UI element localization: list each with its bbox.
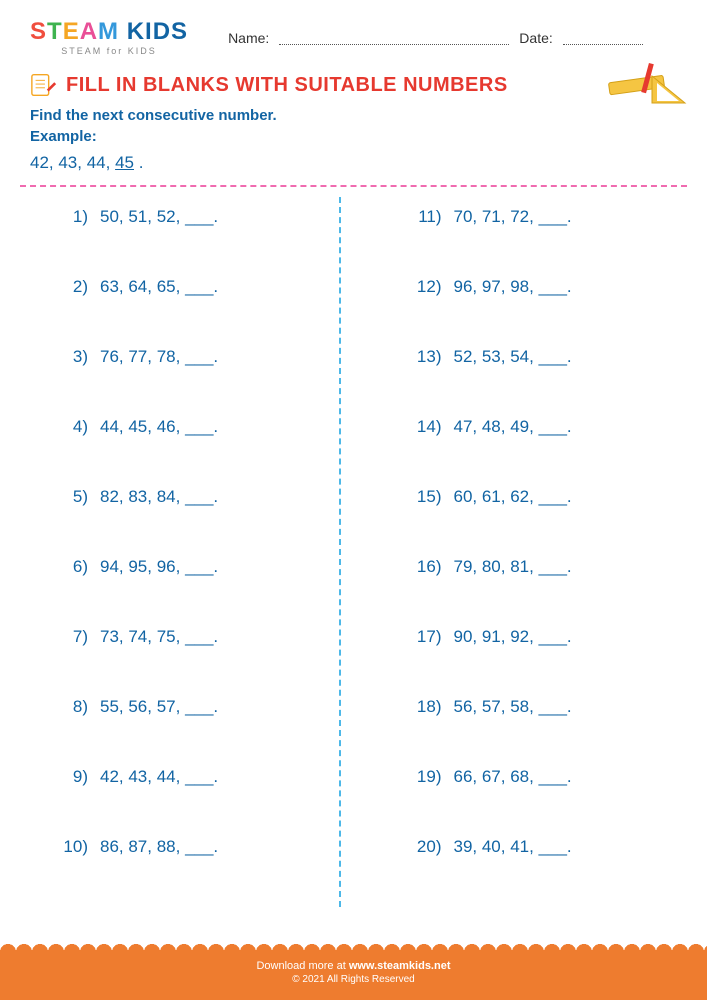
problem-number: 4) [60, 417, 88, 437]
problem-number: 10) [60, 837, 88, 857]
problem-row: 14) 47, 48, 49, ___. [414, 417, 688, 487]
problem-sequence: 76, 77, 78, ___. [100, 347, 344, 367]
name-input-line[interactable] [279, 31, 509, 45]
problem-number: 14) [414, 417, 442, 437]
problem-number: 15) [414, 487, 442, 507]
example-content: 42, 43, 44, 45 . [0, 145, 707, 185]
footer-url: www.steamkids.net [349, 960, 451, 972]
problem-sequence: 55, 56, 57, ___. [100, 697, 344, 717]
name-date-fields: Name: Date: [228, 30, 677, 46]
problem-sequence: 52, 53, 54, ___. [454, 347, 688, 367]
problem-number: 19) [414, 767, 442, 787]
problem-number: 13) [414, 347, 442, 367]
worksheet-header: STEAM KIDS STEAM for KIDS Name: Date: [0, 0, 707, 66]
problem-row: 11) 70, 71, 72, ___. [414, 207, 688, 277]
problem-row: 13) 52, 53, 54, ___. [414, 347, 688, 417]
problem-sequence: 63, 64, 65, ___. [100, 277, 344, 297]
problem-row: 5) 82, 83, 84, ___. [60, 487, 344, 557]
logo-subtitle: STEAM for KIDS [30, 46, 188, 56]
problem-row: 6) 94, 95, 96, ___. [60, 557, 344, 627]
problem-row: 8) 55, 56, 57, ___. [60, 697, 344, 767]
footer-scallop [0, 942, 707, 952]
problem-sequence: 94, 95, 96, ___. [100, 557, 344, 577]
problem-sequence: 66, 67, 68, ___. [454, 767, 688, 787]
problem-sequence: 90, 91, 92, ___. [454, 627, 688, 647]
problem-row: 7) 73, 74, 75, ___. [60, 627, 344, 697]
problem-row: 12) 96, 97, 98, ___. [414, 277, 688, 347]
problem-number: 8) [60, 697, 88, 717]
problem-number: 18) [414, 697, 442, 717]
problem-row: 9) 42, 43, 44, ___. [60, 767, 344, 837]
date-input-line[interactable] [563, 31, 643, 45]
problem-sequence: 82, 83, 84, ___. [100, 487, 344, 507]
problem-row: 16) 79, 80, 81, ___. [414, 557, 688, 627]
worksheet-title: FILL IN BLANKS WITH SUITABLE NUMBERS [66, 74, 508, 97]
problem-number: 11) [414, 207, 442, 227]
problem-number: 7) [60, 627, 88, 647]
example-answer: 45 [115, 153, 134, 172]
problem-row: 10) 86, 87, 88, ___. [60, 837, 344, 907]
date-label: Date: [519, 30, 552, 46]
footer: Download more at www.steamkids.net © 202… [0, 952, 707, 1000]
problem-sequence: 42, 43, 44, ___. [100, 767, 344, 787]
problem-number: 12) [414, 277, 442, 297]
problem-sequence: 86, 87, 88, ___. [100, 837, 344, 857]
example-suffix: . [134, 153, 143, 172]
example-prefix: 42, 43, 44, [30, 153, 115, 172]
name-label: Name: [228, 30, 269, 46]
problem-sequence: 39, 40, 41, ___. [454, 837, 688, 857]
problem-number: 16) [414, 557, 442, 577]
problem-sequence: 44, 45, 46, ___. [100, 417, 344, 437]
problem-number: 20) [414, 837, 442, 857]
problem-sequence: 70, 71, 72, ___. [454, 207, 688, 227]
ruler-triangle-icon [607, 61, 687, 111]
problem-number: 2) [60, 277, 88, 297]
problem-sequence: 96, 97, 98, ___. [454, 277, 688, 297]
problem-sequence: 79, 80, 81, ___. [454, 557, 688, 577]
problem-row: 3) 76, 77, 78, ___. [60, 347, 344, 417]
example-label: Example: [0, 124, 707, 145]
problem-sequence: 47, 48, 49, ___. [454, 417, 688, 437]
logo-text: STEAM KIDS [30, 20, 188, 44]
problem-number: 6) [60, 557, 88, 577]
problem-sequence: 60, 61, 62, ___. [454, 487, 688, 507]
problem-row: 20) 39, 40, 41, ___. [414, 837, 688, 907]
problem-sequence: 73, 74, 75, ___. [100, 627, 344, 647]
logo: STEAM KIDS STEAM for KIDS [30, 20, 188, 56]
title-row: FILL IN BLANKS WITH SUITABLE NUMBERS [0, 66, 707, 99]
footer-download-line: Download more at www.steamkids.net [0, 960, 707, 972]
problem-number: 3) [60, 347, 88, 367]
problem-number: 5) [60, 487, 88, 507]
paper-pencil-icon [30, 71, 58, 99]
footer-copyright: © 2021 All Rights Reserved [0, 974, 707, 985]
right-column: 11) 70, 71, 72, ___. 12) 96, 97, 98, ___. 13… [364, 207, 688, 907]
problem-sequence: 56, 57, 58, ___. [454, 697, 688, 717]
problem-sequence: 50, 51, 52, ___. [100, 207, 344, 227]
problem-row: 4) 44, 45, 46, ___. [60, 417, 344, 487]
problem-number: 1) [60, 207, 88, 227]
problem-row: 18) 56, 57, 58, ___. [414, 697, 688, 767]
problem-row: 15) 60, 61, 62, ___. [414, 487, 688, 557]
problem-row: 1) 50, 51, 52, ___. [60, 207, 344, 277]
problems-container: 1) 50, 51, 52, ___. 2) 63, 64, 65, ___. 3) 76… [0, 187, 707, 907]
problem-number: 9) [60, 767, 88, 787]
vertical-divider [339, 197, 341, 907]
left-column: 1) 50, 51, 52, ___. 2) 63, 64, 65, ___. 3) 76… [40, 207, 364, 907]
problem-row: 19) 66, 67, 68, ___. [414, 767, 688, 837]
problem-row: 17) 90, 91, 92, ___. [414, 627, 688, 697]
instruction-text: Find the next consecutive number. [0, 99, 707, 124]
problem-number: 17) [414, 627, 442, 647]
problem-row: 2) 63, 64, 65, ___. [60, 277, 344, 347]
